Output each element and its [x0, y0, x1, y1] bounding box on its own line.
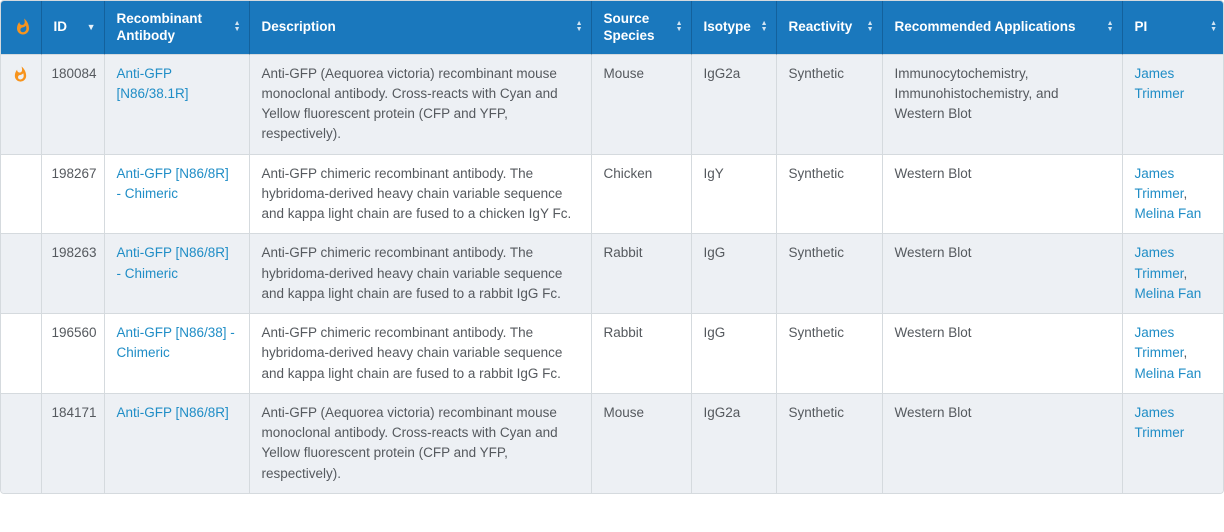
table-row: 196560 Anti-GFP [N86/38] - Chimeric Anti-G…	[1, 313, 1223, 394]
cell-pi: James Trimmer, Melina Fan	[1121, 153, 1223, 235]
pi-link[interactable]: James Trimmer	[1134, 404, 1185, 440]
sort-icon-description[interactable]: ▲ ▼	[575, 19, 583, 34]
cell-hot	[1, 53, 42, 155]
header-antibody[interactable]: Recombinant Antibody ▲ ▼	[104, 1, 250, 54]
cell-applications: Western Blot	[881, 313, 1123, 394]
cell-id: 180084	[40, 53, 105, 155]
cell-reactivity: Synthetic	[775, 53, 883, 155]
sort-icon-antibody[interactable]: ▲ ▼	[233, 19, 241, 34]
cell-description: Anti-GFP (Aequorea victoria) recombinant…	[248, 392, 592, 493]
header-id[interactable]: ID ▼	[41, 1, 105, 54]
cell-reactivity: Synthetic	[775, 233, 883, 314]
cell-antibody: Anti-GFP [N86/38.1R]	[103, 53, 250, 155]
cell-hot	[1, 392, 42, 493]
cell-pi: James Trimmer, Melina Fan	[1121, 313, 1223, 394]
cell-antibody: Anti-GFP [N86/8R] - Chimeric	[103, 233, 250, 314]
cell-source-species: Mouse	[590, 392, 692, 493]
sort-icon-id[interactable]: ▼	[86, 22, 96, 33]
cell-id: 198263	[40, 233, 105, 314]
cell-id: 198267	[40, 153, 105, 235]
header-isotype[interactable]: Isotype ▲ ▼	[691, 1, 777, 54]
sort-icon-source-species[interactable]: ▲ ▼	[675, 19, 683, 34]
pi-link[interactable]: James Trimmer	[1134, 165, 1184, 201]
cell-isotype: IgY	[690, 153, 777, 235]
header-label-isotype: Isotype	[703, 19, 751, 35]
header-label-reactivity: Reactivity	[788, 19, 853, 35]
sort-icon-isotype[interactable]: ▲ ▼	[760, 19, 768, 34]
cell-description: Anti-GFP chimeric recombinant antibody. …	[248, 313, 592, 394]
cell-source-species: Mouse	[590, 53, 692, 155]
cell-reactivity: Synthetic	[775, 313, 883, 394]
table-row: 198263 Anti-GFP [N86/8R] - Chimeric Anti-G…	[1, 233, 1223, 314]
cell-description: Anti-GFP chimeric recombinant antibody. …	[248, 153, 592, 235]
antibody-link[interactable]: Anti-GFP [N86/8R]	[116, 404, 229, 420]
cell-isotype: IgG2a	[690, 53, 777, 155]
cell-hot	[1, 313, 42, 394]
cell-source-species: Chicken	[590, 153, 692, 235]
table-row: 198267 Anti-GFP [N86/8R] - Chimeric Anti-G…	[1, 153, 1223, 235]
cell-pi: James Trimmer, Melina Fan	[1121, 233, 1223, 314]
table-row: 180084 Anti-GFP [N86/38.1R] Anti-GFP (Aequ…	[1, 53, 1223, 155]
cell-isotype: IgG	[690, 233, 777, 314]
cell-pi: James Trimmer	[1121, 392, 1223, 493]
pi-link[interactable]: James Trimmer	[1134, 245, 1184, 281]
antibody-results-table-wrap: ID ▼ Recombinant Antibody ▲ ▼ Description ▲ ▼ So…	[0, 0, 1224, 494]
antibody-results-table: ID ▼ Recombinant Antibody ▲ ▼ Description ▲ ▼ So…	[1, 1, 1223, 493]
table-header-row: ID ▼ Recombinant Antibody ▲ ▼ Description ▲ ▼ So…	[1, 1, 1223, 54]
header-flame-icon	[16, 18, 29, 35]
cell-reactivity: Synthetic	[775, 392, 883, 493]
header-label-applications: Recommended Applications	[894, 19, 1076, 35]
header-description[interactable]: Description ▲ ▼	[249, 1, 592, 54]
sort-icon-reactivity[interactable]: ▲ ▼	[866, 19, 874, 34]
table-header: ID ▼ Recombinant Antibody ▲ ▼ Description ▲ ▼ So…	[1, 1, 1223, 54]
table-body: 180084 Anti-GFP [N86/38.1R] Anti-GFP (Aequ…	[1, 53, 1223, 493]
cell-applications: Western Blot	[881, 153, 1123, 235]
sort-icon-pi[interactable]: ▲ ▼	[1210, 19, 1217, 34]
cell-pi: James Trimmer	[1121, 53, 1223, 155]
cell-applications: Immunocytochemistry, Immunohistochemistr…	[881, 53, 1123, 155]
cell-reactivity: Synthetic	[775, 153, 883, 235]
pi-link[interactable]: Melina Fan	[1134, 365, 1202, 381]
header-label-source-species: Source Species	[603, 10, 655, 44]
cell-isotype: IgG	[690, 313, 777, 394]
cell-antibody: Anti-GFP [N86/38] - Chimeric	[103, 313, 250, 394]
cell-description: Anti-GFP chimeric recombinant antibody. …	[248, 233, 592, 314]
pi-link[interactable]: Melina Fan	[1134, 285, 1202, 301]
cell-antibody: Anti-GFP [N86/8R] - Chimeric	[103, 153, 250, 235]
cell-antibody: Anti-GFP [N86/8R]	[103, 392, 250, 493]
header-pi[interactable]: PI ▲ ▼	[1122, 1, 1223, 54]
header-label-id: ID	[53, 19, 68, 35]
cell-description: Anti-GFP (Aequorea victoria) recombinant…	[248, 53, 592, 155]
antibody-link[interactable]: Anti-GFP [N86/38] - Chimeric	[116, 325, 235, 361]
cell-hot	[1, 233, 42, 314]
cell-applications: Western Blot	[881, 233, 1123, 314]
header-hot	[1, 1, 42, 54]
cell-source-species: Rabbit	[590, 233, 692, 314]
pi-link[interactable]: James Trimmer	[1134, 325, 1184, 361]
cell-source-species: Rabbit	[590, 313, 692, 394]
antibody-link[interactable]: Anti-GFP [N86/8R] - Chimeric	[116, 165, 229, 201]
header-source-species[interactable]: Source Species ▲ ▼	[591, 1, 692, 54]
sort-icon-applications[interactable]: ▲ ▼	[1106, 19, 1114, 34]
cell-applications: Western Blot	[881, 392, 1123, 493]
pi-link[interactable]: James Trimmer	[1134, 65, 1185, 101]
header-label-antibody: Recombinant Antibody	[116, 10, 203, 44]
cell-hot	[1, 153, 42, 235]
table-row: 184171 Anti-GFP [N86/8R] Anti-GFP (Aequore…	[1, 392, 1223, 493]
cell-id: 196560	[40, 313, 105, 394]
header-label-pi: PI	[1134, 19, 1148, 35]
pi-link[interactable]: Melina Fan	[1134, 206, 1202, 221]
hot-flame-icon	[15, 66, 27, 83]
antibody-link[interactable]: Anti-GFP [N86/38.1R]	[116, 65, 189, 101]
antibody-link[interactable]: Anti-GFP [N86/8R] - Chimeric	[116, 245, 229, 281]
cell-isotype: IgG2a	[690, 392, 777, 493]
header-label-description: Description	[261, 19, 336, 35]
header-applications[interactable]: Recommended Applications ▲ ▼	[882, 1, 1123, 54]
cell-id: 184171	[40, 392, 105, 493]
header-reactivity[interactable]: Reactivity ▲ ▼	[776, 1, 883, 54]
